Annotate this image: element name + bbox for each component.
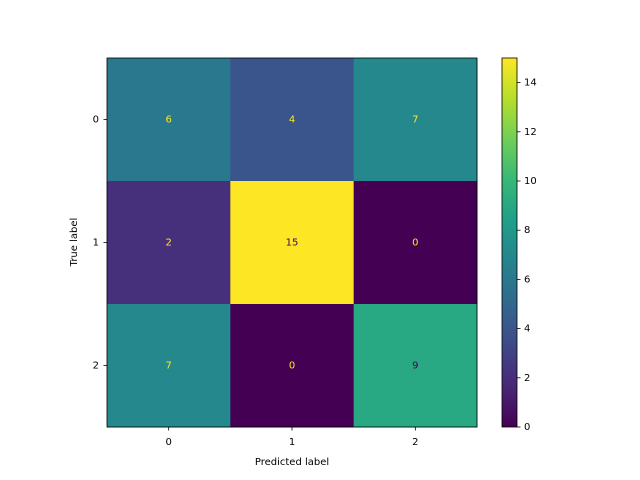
cell-label: 0 [412,238,418,249]
cell [230,181,355,305]
y-tick-label: 2 [93,361,99,372]
colorbar-tick-label: 6 [524,274,530,285]
y-tick-label: 1 [93,238,99,249]
colorbar [501,57,518,428]
cell-label: 7 [412,115,418,126]
colorbar-tick-label: 2 [524,373,530,384]
colorbar-tick-label: 8 [524,225,530,236]
cell-label: 9 [412,361,418,372]
x-tick-label: 1 [289,437,295,448]
colorbar-tick-label: 12 [524,127,537,138]
cell-label: 2 [165,238,171,249]
cell [353,58,478,182]
colorbar-tick-label: 0 [524,422,530,433]
cell-label: 7 [165,361,171,372]
cell [107,58,231,182]
cell [230,58,355,182]
cell [107,181,231,305]
cell-label: 4 [289,115,295,126]
x-tick-label: 2 [412,437,418,448]
cell [353,304,478,428]
colorbar-tick-label: 10 [524,176,537,187]
cell-label: 6 [165,115,171,126]
cell-label: 0 [289,361,295,372]
cell-label: 15 [286,238,299,249]
y-axis-label: True label [69,218,80,268]
cell [230,304,355,428]
colorbar-tick-label: 4 [524,324,530,335]
cell [107,304,231,428]
colorbar-tick-label: 14 [524,78,537,89]
y-tick-label: 0 [93,115,99,126]
cell [353,181,478,305]
x-axis-label: Predicted label [255,457,329,468]
x-tick-label: 0 [165,437,171,448]
